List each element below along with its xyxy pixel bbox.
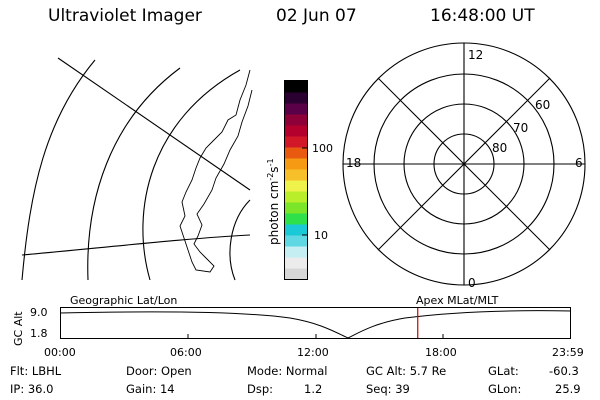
lat-label-80: 80 bbox=[492, 141, 507, 155]
colorbar-swatch bbox=[285, 114, 307, 126]
instrument-title: Ultraviolet Imager bbox=[48, 6, 202, 26]
colorbar-unit-label: photon cm-2s-1 bbox=[266, 158, 281, 245]
date-label: 02 Jun 07 bbox=[276, 6, 357, 26]
colorbar bbox=[284, 80, 308, 280]
colorbar-swatch bbox=[285, 125, 307, 137]
altitude-plot-frame bbox=[60, 307, 571, 339]
meridian-line bbox=[57, 57, 251, 191]
colorbar-swatch bbox=[285, 235, 307, 247]
status-glon-label: GLon: bbox=[488, 382, 522, 396]
status-glat-label: GLat: bbox=[488, 364, 519, 378]
status-door: Door: Open bbox=[126, 364, 192, 378]
colorbar-swatch bbox=[285, 213, 307, 225]
colorbar-swatch bbox=[285, 268, 307, 280]
colorbar-swatch bbox=[285, 147, 307, 159]
colorbar-swatch bbox=[285, 224, 307, 236]
mlt-label-0: 0 bbox=[468, 276, 476, 290]
lat-label-60: 60 bbox=[535, 98, 550, 112]
mlt-label-12: 12 bbox=[468, 48, 483, 62]
altitude-curve bbox=[60, 310, 572, 339]
equator-line bbox=[21, 234, 251, 256]
status-seq: Seq: 39 bbox=[366, 382, 410, 396]
colorbar-swatch bbox=[285, 158, 307, 170]
altitude-ytick-high: 9.0 bbox=[30, 306, 48, 319]
lat-arc-2 bbox=[87, 67, 181, 281]
geo-map-title: Geographic Lat/Lon bbox=[70, 294, 178, 307]
colorbar-swatch bbox=[285, 246, 307, 258]
xtick-label-0000: 00:00 bbox=[44, 346, 76, 359]
mlt-label-18: 18 bbox=[346, 156, 361, 170]
status-dsp-label: Dsp: bbox=[247, 382, 274, 396]
altitude-plot bbox=[60, 307, 572, 339]
geographic-map bbox=[21, 57, 253, 281]
altitude-ylabel: GC Alt bbox=[12, 311, 25, 346]
colorbar-swatch bbox=[285, 180, 307, 192]
status-filter: Flt: LBHL bbox=[10, 364, 62, 378]
colorbar-swatch bbox=[285, 92, 307, 104]
lat-label-70: 70 bbox=[513, 121, 528, 135]
time-label: 16:48:00 UT bbox=[430, 6, 535, 26]
status-ip: IP: 36.0 bbox=[10, 382, 54, 396]
colorbar-swatch bbox=[285, 191, 307, 203]
status-gc-alt: GC Alt: 5.7 Re bbox=[366, 364, 447, 378]
status-glat-value: -60.3 bbox=[549, 364, 579, 378]
colorbar-swatch bbox=[285, 103, 307, 115]
lat-arc-1 bbox=[21, 59, 96, 281]
xtick-label-0600: 06:00 bbox=[170, 346, 202, 359]
polar-plot-title: Apex MLat/MLT bbox=[416, 294, 499, 307]
status-dsp-value: 1.2 bbox=[304, 382, 323, 396]
colorbar-swatch bbox=[285, 136, 307, 148]
colorbar-tick-10: 10 bbox=[314, 229, 328, 242]
colorbar-swatch bbox=[285, 202, 307, 214]
xtick-label-2359: 23:59 bbox=[552, 346, 584, 359]
mlt-label-6: 6 bbox=[575, 156, 583, 170]
status-gain: Gain: 14 bbox=[126, 382, 175, 396]
lat-arc-4 bbox=[229, 199, 251, 281]
polar-diagonal-2 bbox=[377, 77, 551, 251]
lat-arc-3 bbox=[142, 69, 241, 281]
colorbar-tick-100: 100 bbox=[312, 142, 333, 155]
xtick-label-1200: 12:00 bbox=[297, 346, 329, 359]
altitude-ytick-low: 1.8 bbox=[30, 327, 48, 340]
status-mode: Mode: Normal bbox=[247, 364, 328, 378]
coastline bbox=[179, 69, 253, 273]
colorbar-swatch bbox=[285, 81, 307, 93]
xtick-label-1800: 18:00 bbox=[425, 346, 457, 359]
colorbar-swatch bbox=[285, 257, 307, 269]
colorbar-swatch bbox=[285, 169, 307, 181]
colorbar-frame bbox=[284, 80, 308, 280]
status-glon-value: 25.9 bbox=[555, 382, 581, 396]
polar-plot: 12 18 6 0 60 70 80 bbox=[342, 42, 586, 290]
